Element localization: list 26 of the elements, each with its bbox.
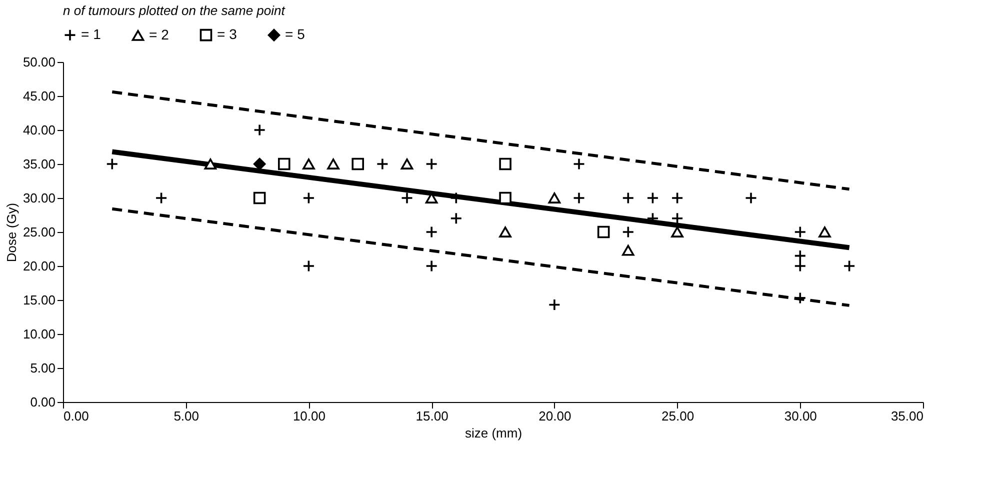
y-tick-label: 15.00: [22, 292, 56, 308]
legend-label: = 1: [81, 26, 102, 42]
x-tick-label: 15.00: [416, 408, 448, 424]
y-tick-label: 10.00: [22, 326, 56, 342]
y-tick-label: 0.00: [30, 394, 56, 410]
y-tick-label: 30.00: [22, 190, 56, 206]
x-tick-label: 30.00: [784, 408, 817, 424]
y-tick-label: 40.00: [22, 122, 56, 138]
x-tick-label: 5.00: [174, 408, 200, 424]
x-tick-label: 35.00: [890, 408, 924, 424]
y-axis-title: Dose (Gy): [4, 202, 19, 262]
legend-title: n of tumours plotted on the same point: [63, 3, 286, 18]
y-tick-label: 50.00: [22, 54, 56, 70]
x-axis-title: size (mm): [464, 426, 522, 440]
y-tick-label: 20.00: [22, 258, 56, 274]
x-tick-label: 20.00: [538, 408, 572, 424]
y-tick-label: 5.00: [30, 360, 56, 376]
x-tick-label: 10.00: [292, 408, 326, 424]
y-tick-label: 25.00: [22, 224, 56, 240]
legend-label: = 3: [217, 26, 238, 42]
y-tick-label: 45.00: [22, 88, 56, 104]
y-tick-label: 35.00: [22, 156, 56, 172]
legend-label: = 5: [285, 26, 306, 42]
x-tick-label: 0.00: [64, 408, 89, 424]
legend-label: = 2: [149, 26, 170, 42]
x-tick-label: 25.00: [662, 408, 694, 424]
